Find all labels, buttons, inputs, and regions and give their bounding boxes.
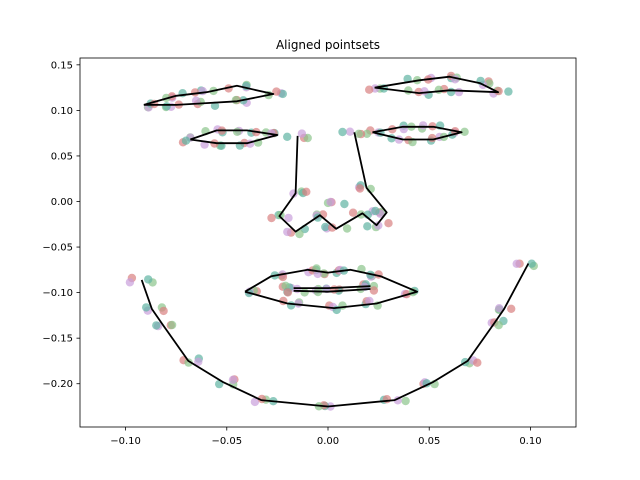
- scatter-point: [374, 221, 383, 230]
- scatter-point: [494, 321, 503, 330]
- y-tick-label: 0.10: [51, 106, 73, 117]
- scatter-point: [295, 229, 304, 239]
- mean-shape-line: [143, 84, 275, 106]
- x-tick-label: 0.05: [418, 436, 440, 447]
- mean-shape-line: [244, 268, 419, 310]
- mean-shape-line: [374, 75, 500, 94]
- scatter-point: [328, 223, 337, 232]
- scatter-point: [365, 296, 374, 306]
- scatter-point: [326, 197, 335, 207]
- scatter-point: [125, 278, 135, 287]
- scatter-point: [355, 184, 365, 193]
- scatter-point: [369, 286, 379, 295]
- scatter-point: [233, 127, 242, 136]
- x-tick-label: −0.10: [110, 436, 141, 447]
- scatter-point: [384, 219, 393, 228]
- scatter-point: [283, 132, 292, 141]
- y-tick-label: 0.05: [51, 151, 73, 162]
- scatter-point: [345, 127, 355, 136]
- scatter-point: [198, 86, 207, 96]
- y-tick-label: 0.15: [51, 60, 73, 71]
- scatter-point: [330, 285, 339, 294]
- scatter-point: [162, 102, 171, 111]
- scatter-point: [418, 121, 428, 130]
- scatter-point: [300, 288, 309, 297]
- scatter-point: [250, 397, 260, 407]
- mean-shape-line: [293, 288, 371, 293]
- scatter-point: [342, 224, 352, 233]
- y-tick-label: 0.00: [51, 197, 73, 208]
- scatter-point: [321, 222, 330, 232]
- scatter-point: [512, 259, 521, 268]
- mean-shape-line: [293, 285, 371, 290]
- scatter-point: [283, 227, 292, 237]
- scatter-point: [340, 199, 349, 209]
- y-tick-label: −0.15: [42, 334, 73, 345]
- scatter-point: [283, 288, 293, 297]
- scatter-point: [363, 222, 372, 231]
- scatter-point: [181, 136, 191, 145]
- scatter-point: [194, 357, 203, 366]
- y-tick-label: −0.10: [42, 288, 73, 299]
- mean-shape-line: [372, 125, 463, 141]
- x-axis-ticks: −0.10 −0.05 0.00 0.05 0.10: [110, 427, 542, 447]
- scatter-point: [267, 213, 276, 223]
- scatter-point: [485, 79, 494, 88]
- scatter-point: [365, 85, 374, 94]
- plot-area: [80, 58, 576, 427]
- y-tick-label: −0.20: [42, 379, 73, 390]
- mean-shape-layer: [140, 75, 530, 408]
- scatter-point: [354, 129, 363, 138]
- scatter-point: [454, 87, 464, 97]
- scatter-point: [507, 304, 516, 313]
- scatter-point: [297, 129, 307, 138]
- scatter-point: [527, 259, 536, 268]
- scatter-point: [420, 87, 429, 96]
- scatter-point: [144, 275, 153, 284]
- scatter-point: [302, 187, 311, 196]
- mean-shape-line: [190, 129, 279, 145]
- scatter-point: [286, 301, 296, 310]
- scatter-point: [371, 206, 380, 216]
- scatter-point: [362, 129, 372, 138]
- scatter-point: [495, 304, 504, 313]
- scatter-point: [434, 85, 443, 95]
- mean-shape-line: [278, 132, 388, 233]
- scatter-point: [184, 358, 193, 367]
- x-tick-label: 0.00: [317, 436, 339, 447]
- scatter-point: [460, 127, 469, 136]
- scatter-point: [278, 89, 287, 99]
- scatter-point: [142, 303, 151, 312]
- y-tick-label: −0.05: [42, 243, 73, 254]
- scatter-point: [159, 306, 168, 316]
- mean-shape-line: [140, 263, 530, 408]
- y-axis-ticks: −0.20 −0.15 −0.10 −0.05 0.00 0.05 0.10 0.15: [42, 60, 80, 390]
- scatter-point: [348, 208, 358, 217]
- scatter-point: [338, 127, 347, 137]
- scatter-point: [167, 320, 177, 330]
- scatter-point: [228, 375, 238, 384]
- scatter-point: [401, 396, 410, 406]
- scatter-point: [473, 358, 482, 367]
- x-tick-label: 0.10: [519, 436, 541, 447]
- scatter-point: [303, 133, 312, 143]
- scatter-point: [210, 101, 220, 111]
- scatter-point: [272, 87, 281, 96]
- scatter-point: [428, 133, 437, 143]
- scatter-point: [494, 86, 503, 96]
- scatter-point: [284, 213, 293, 223]
- scatter-point: [504, 87, 513, 96]
- x-tick-label: −0.05: [211, 436, 242, 447]
- scatter-point: [152, 321, 161, 330]
- chart-title: Aligned pointsets: [276, 38, 380, 52]
- scatter-point: [382, 395, 392, 404]
